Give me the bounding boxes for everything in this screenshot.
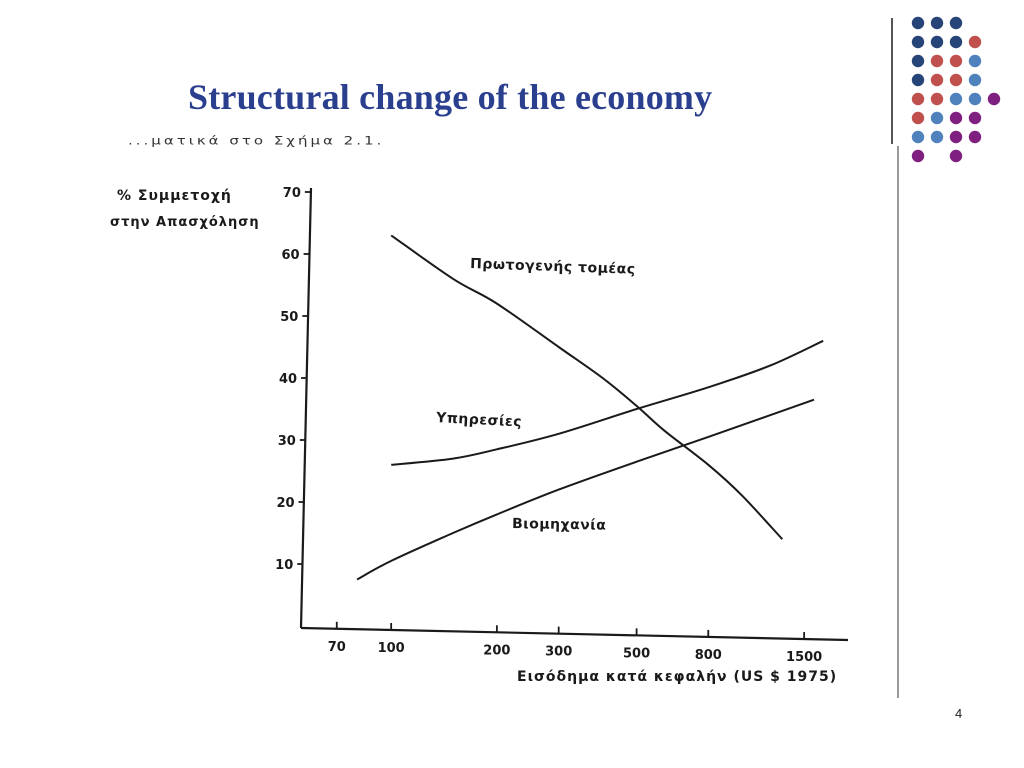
- x-tick-label: 70: [328, 640, 346, 655]
- x-tick-label: 1500: [786, 650, 822, 665]
- y-axis-label-line2: στην Απασχόληση: [110, 215, 260, 230]
- y-tick-label: 10: [275, 558, 293, 573]
- x-tick-label: 200: [483, 643, 510, 658]
- caption-fragment: ...ματικά στο Σχήμα 2.1.: [128, 134, 385, 148]
- page-number: 4: [955, 706, 963, 721]
- x-axis-label: Εισόδημα κατά κεφαλήν (US $ 1975): [517, 669, 837, 685]
- x-tick-label: 800: [695, 648, 722, 663]
- series-label-services: Υπηρεσίες: [435, 410, 523, 431]
- series-line-services: [391, 339, 824, 466]
- series-label-primary: Πρωτογενής τομέας: [470, 256, 636, 278]
- y-tick-label: 30: [278, 434, 296, 449]
- y-tick-label: 60: [282, 248, 300, 263]
- y-tick-label: 70: [283, 186, 301, 201]
- right-border-line: [897, 146, 899, 698]
- x-axis: [300, 626, 849, 642]
- y-axis-label-line1: % Συμμετοχή: [117, 188, 232, 204]
- x-tick-label: 100: [378, 641, 405, 656]
- y-axis: [299, 187, 313, 629]
- x-tick-label: 500: [623, 646, 650, 661]
- series-line-industry: [356, 398, 815, 581]
- y-tick-label: 50: [280, 310, 298, 325]
- title-divider-line: [891, 18, 893, 144]
- slide-title: Structural change of the economy: [188, 77, 713, 117]
- series-line-primary: [390, 234, 784, 540]
- series-label-industry: Βιομηχανία: [512, 516, 607, 534]
- y-tick-label: 40: [279, 372, 297, 387]
- x-tick-label: 300: [545, 645, 572, 660]
- y-tick-label: 20: [276, 496, 294, 511]
